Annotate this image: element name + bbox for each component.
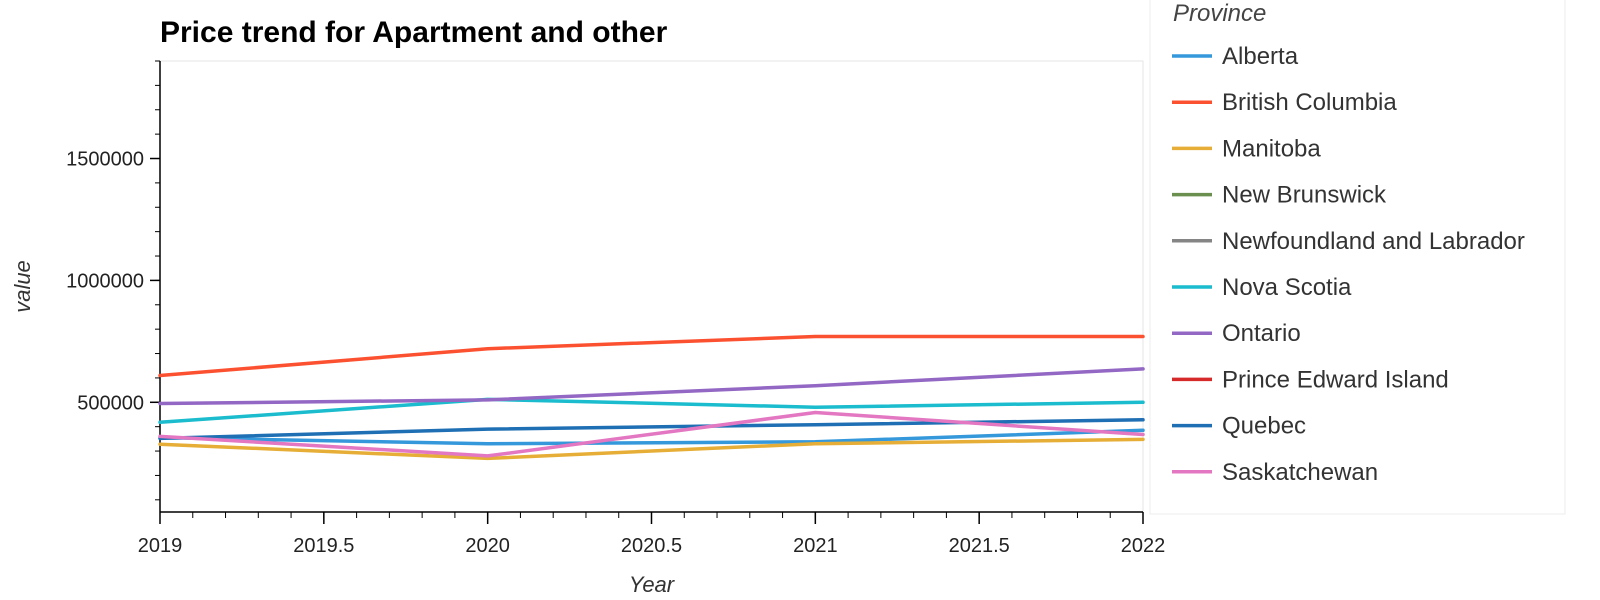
- legend-label: Saskatchewan: [1222, 459, 1378, 486]
- series-line-ontario: [158, 367, 1145, 406]
- x-tick-label: 2020: [465, 535, 510, 557]
- x-tick-label: 2019.5: [293, 535, 354, 557]
- legend-item-newfoundland-and-labrador[interactable]: Newfoundland and Labrador: [1172, 228, 1525, 255]
- legend-label: Newfoundland and Labrador: [1222, 228, 1525, 255]
- y-axis-title: value: [10, 260, 35, 313]
- series-line-nova-scotia: [158, 397, 1145, 425]
- x-tick-label: 2021.5: [949, 535, 1010, 557]
- series-line-alberta: [158, 428, 1145, 446]
- legend-item-new-brunswick[interactable]: New Brunswick: [1172, 182, 1387, 209]
- series-line-manitoba: [158, 437, 1145, 461]
- legend-label: Ontario: [1222, 320, 1301, 347]
- legend-label: Manitoba: [1222, 135, 1321, 162]
- legend-item-alberta[interactable]: Alberta: [1172, 43, 1299, 70]
- y-tick-label: 500000: [77, 392, 144, 414]
- legend-label: Quebec: [1222, 413, 1306, 440]
- legend-item-ontario[interactable]: Ontario: [1172, 320, 1301, 347]
- x-tick-label: 2019: [138, 535, 183, 557]
- legend-item-quebec[interactable]: Quebec: [1172, 413, 1306, 440]
- legend-title: Province: [1173, 0, 1266, 27]
- series-line-british-columbia: [158, 334, 1145, 378]
- y-tick-label: 1500000: [66, 149, 144, 171]
- legend-label: Alberta: [1222, 43, 1299, 70]
- legend-label: British Columbia: [1222, 89, 1397, 116]
- legend-label: Prince Edward Island: [1222, 366, 1449, 393]
- legend-label: Nova Scotia: [1222, 274, 1352, 301]
- x-axis-title: Year: [629, 572, 676, 597]
- series-line-saskatchewan: [158, 410, 1145, 458]
- legend-item-british-columbia[interactable]: British Columbia: [1172, 89, 1397, 116]
- legend-box: [1149, 0, 1566, 515]
- axes: 2019 2019.5 2020 2020.5 2021 2021.5 2022 500000…: [66, 60, 1166, 557]
- chart-title: Price trend for Apartment and other: [160, 16, 668, 49]
- legend-item-prince-edward-island[interactable]: Prince Edward Island: [1172, 366, 1449, 393]
- y-tick-label: 1000000: [66, 270, 144, 292]
- x-tick-label: 2020.5: [621, 535, 682, 557]
- legend-item-saskatchewan[interactable]: Saskatchewan: [1172, 459, 1378, 486]
- series-lines: [158, 334, 1145, 461]
- legend[interactable]: Province Alberta British Columbia Manitoba N…: [1149, 0, 1566, 515]
- legend-item-nova-scotia[interactable]: Nova Scotia: [1172, 274, 1352, 301]
- x-tick-label: 2022: [1121, 535, 1166, 557]
- x-tick-label: 2021: [793, 535, 838, 557]
- legend-label: New Brunswick: [1222, 182, 1387, 209]
- legend-item-manitoba[interactable]: Manitoba: [1172, 135, 1321, 162]
